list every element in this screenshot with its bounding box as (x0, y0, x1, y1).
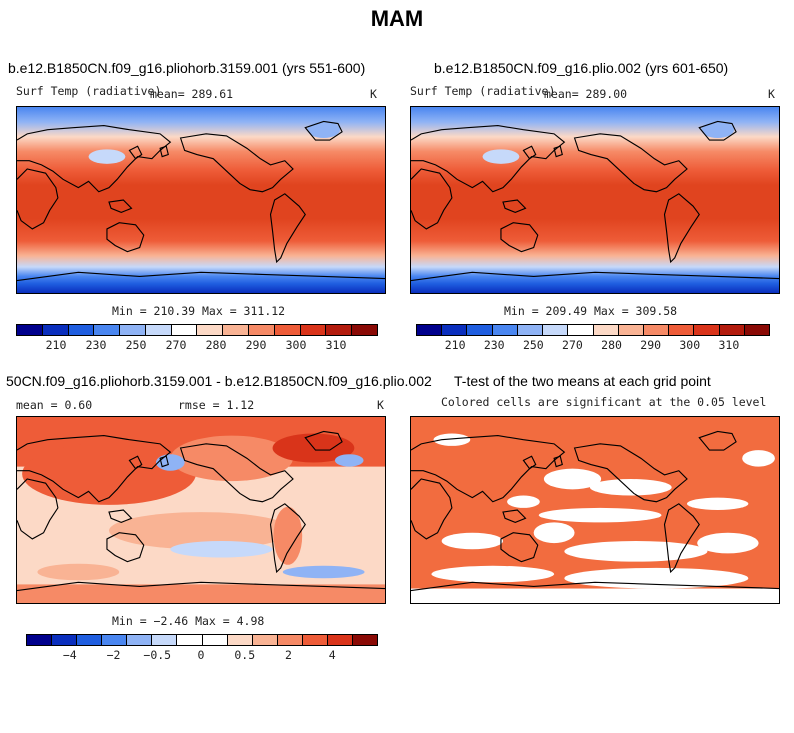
panel-4-nonsignificant-areas (411, 433, 779, 603)
panel-3-mean-label: mean = 0.60 (16, 398, 93, 412)
panel-2-minmax: Min = 209.49 Max = 309.58 (504, 304, 678, 318)
colorbar-swatch (417, 325, 443, 335)
colorbar-swatch (52, 635, 78, 645)
colorbar-tick-label: 300 (679, 338, 701, 352)
colorbar-swatch (326, 325, 353, 335)
colorbar-swatch (177, 635, 203, 645)
figure-title: MAM (370, 6, 424, 31)
colorbar-tick-label: 280 (205, 338, 227, 352)
panel-2-map-svg (411, 107, 779, 293)
panel-2-mean-label: mean= 289.00 (544, 87, 628, 101)
colorbar-tick-label: 0 (197, 648, 205, 662)
panel-2-variable-label: Surf Temp (radiative) (410, 84, 556, 98)
colorbar-swatch (94, 325, 121, 335)
colorbar-swatch (197, 325, 224, 335)
panel-1-title: b.e12.B1850CN.f09_g16.pliohorb.3159.001 … (8, 60, 366, 76)
panel-1-map (16, 106, 386, 294)
colorbar-swatch (27, 635, 53, 645)
colorbar-swatch (145, 325, 172, 335)
panel-4-title: T-test of the two means at each grid poi… (454, 373, 711, 389)
colorbar-tick-label: 310 (718, 338, 740, 352)
panel-3-colorbar (26, 634, 378, 646)
panel-2-map (410, 106, 780, 294)
colorbar-swatch (127, 635, 153, 645)
colorbar-swatch (300, 325, 327, 335)
panel-1-minmax: Min = 210.39 Max = 311.12 (112, 304, 286, 318)
colorbar-swatch (17, 325, 43, 335)
colorbar-swatch (223, 325, 250, 335)
colorbar-swatch (327, 635, 354, 645)
colorbar-swatch (669, 325, 695, 335)
colorbar-swatch (352, 325, 377, 335)
colorbar-tick-label: 290 (640, 338, 662, 352)
colorbar-swatch (719, 325, 745, 335)
panel-2-units-label: K (768, 87, 775, 101)
colorbar-swatch (568, 325, 594, 335)
colorbar-tick-label: −4 (62, 648, 77, 662)
panel-2-colorbar (416, 324, 770, 336)
colorbar-swatch (102, 635, 128, 645)
colorbar-tick-label: 270 (562, 338, 583, 352)
colorbar-tick-label: 250 (522, 338, 544, 352)
panel-3-minmax: Min = −2.46 Max = 4.98 (112, 614, 265, 628)
colorbar-swatch (442, 325, 468, 335)
colorbar-tick-label: 210 (45, 338, 67, 352)
colorbar-tick-label: 230 (483, 338, 505, 352)
colorbar-swatch (744, 325, 770, 335)
colorbar-swatch (593, 325, 619, 335)
colorbar-swatch (492, 325, 518, 335)
panel-1-units-label: K (370, 87, 377, 101)
colorbar-tick-label: −0.5 (143, 648, 172, 662)
colorbar-tick-label: −2 (106, 648, 121, 662)
colorbar-tick-label: 230 (85, 338, 107, 352)
colorbar-tick-label: 280 (601, 338, 622, 352)
colorbar-swatch (302, 635, 328, 645)
colorbar-swatch (467, 325, 493, 335)
panel-2-title: b.e12.B1850CN.f09_g16.plio.002 (yrs 601-… (434, 60, 729, 76)
colorbar-swatch (152, 635, 178, 645)
panel-3-title: 50CN.f09_g16.pliohorb.3159.001 - b.e12.B… (6, 373, 432, 389)
colorbar-swatch (77, 635, 103, 645)
colorbar-swatch (694, 325, 720, 335)
panel-4-significance-note: Colored cells are significant at the 0.0… (441, 395, 767, 409)
colorbar-swatch (274, 325, 301, 335)
panel-3-map-svg (17, 417, 385, 603)
panel-1-map-svg (17, 107, 385, 293)
colorbar-swatch (202, 635, 228, 645)
colorbar-swatch (517, 325, 544, 335)
panel-1-colorbar (16, 324, 378, 336)
colorbar-tick-label: 290 (245, 338, 267, 352)
panel-4-map-svg (411, 417, 779, 603)
colorbar-swatch (618, 325, 644, 335)
panel-1-mean-label: mean= 289.61 (150, 87, 234, 101)
colorbar-swatch (171, 325, 198, 335)
colorbar-swatch (42, 325, 69, 335)
panel-3-rmse-label: rmse = 1.12 (178, 398, 255, 412)
colorbar-swatch (277, 635, 303, 645)
colorbar-swatch (120, 325, 146, 335)
colorbar-tick-label: 250 (125, 338, 147, 352)
colorbar-swatch (227, 635, 253, 645)
colorbar-tick-label: 210 (444, 338, 466, 352)
colorbar-tick-label: 4 (328, 648, 336, 662)
colorbar-swatch (68, 325, 95, 335)
colorbar-tick-label: 2 (285, 648, 292, 662)
colorbar-tick-label: 300 (285, 338, 307, 352)
panel-3-units-label: K (377, 398, 384, 412)
colorbar-swatch (353, 635, 378, 645)
panel-3-map (16, 416, 386, 604)
colorbar-tick-label: 310 (325, 338, 347, 352)
colorbar-swatch (643, 325, 670, 335)
colorbar-tick-label: 0.5 (234, 648, 256, 662)
panel-1-variable-label: Surf Temp (radiative) (16, 84, 162, 98)
colorbar-swatch (252, 635, 278, 645)
panel-4-map (410, 416, 780, 604)
colorbar-tick-label: 270 (165, 338, 187, 352)
colorbar-swatch (249, 325, 275, 335)
colorbar-swatch (543, 325, 569, 335)
